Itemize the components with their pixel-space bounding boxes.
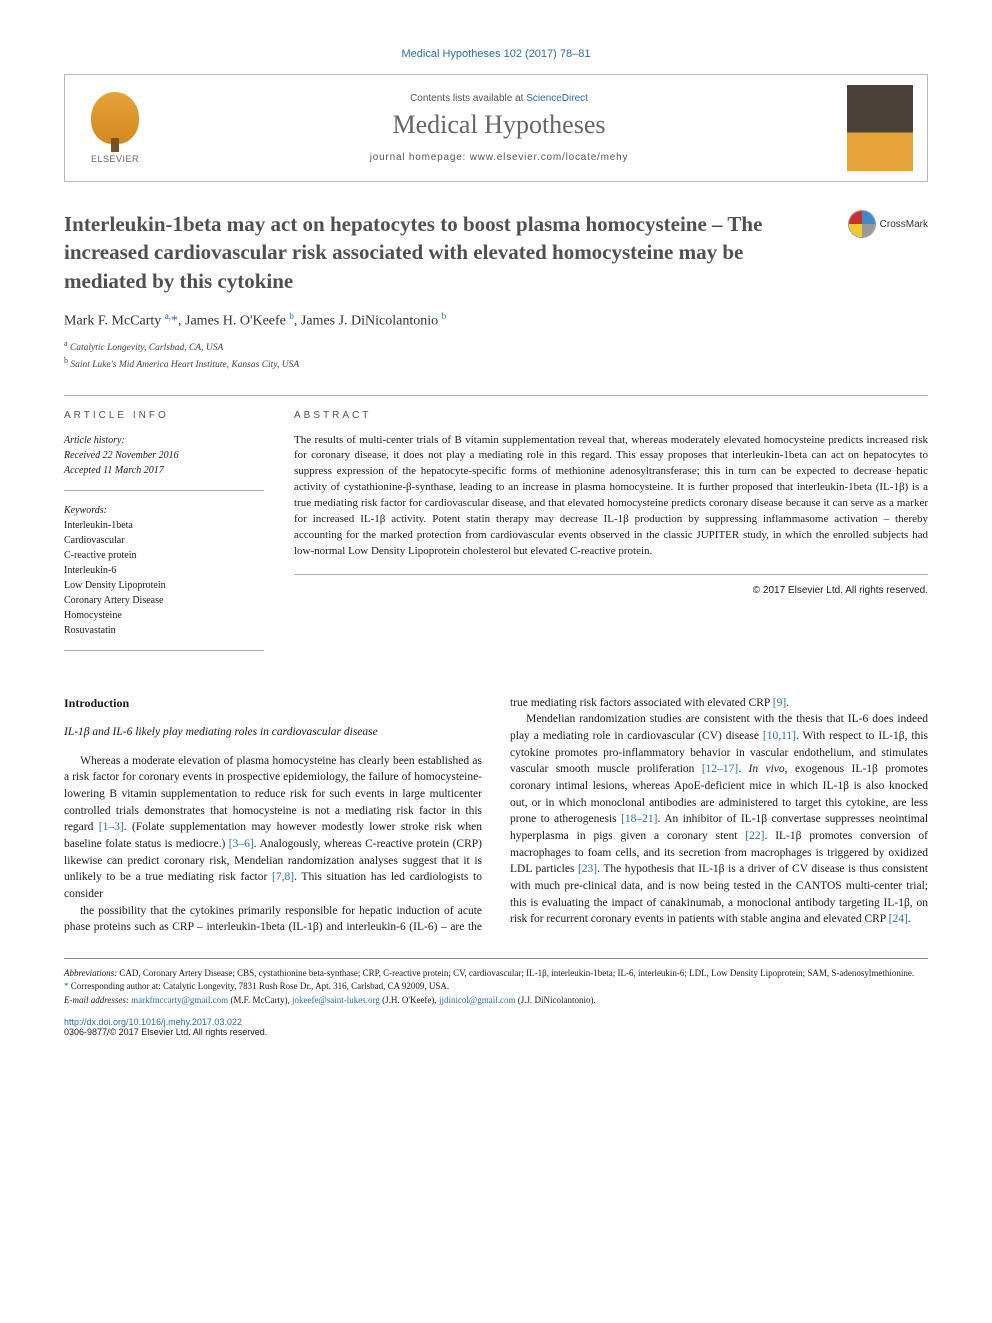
- journal-reference: Medical Hypotheses 102 (2017) 78–81: [64, 48, 928, 60]
- crossmark-badge[interactable]: CrossMark: [848, 210, 928, 238]
- article-title: Interleukin-1beta may act on hepatocytes…: [64, 210, 828, 295]
- doi-block: http://dx.doi.org/10.1016/j.mehy.2017.03…: [64, 1017, 267, 1037]
- contents-available: Contents lists available at ScienceDirec…: [169, 93, 829, 104]
- elsevier-logo[interactable]: ELSEVIER: [79, 88, 151, 168]
- subsection-heading: IL-1β and IL-6 likely play mediating rol…: [64, 724, 482, 741]
- footnotes: Abbreviations: CAD, Coronary Artery Dise…: [64, 958, 928, 1008]
- sciencedirect-link[interactable]: ScienceDirect: [526, 93, 588, 104]
- homepage-url[interactable]: www.elsevier.com/locate/mehy: [470, 152, 629, 163]
- keywords: Keywords: Interleukin-1betaCardiovascula…: [64, 503, 264, 651]
- doi-link[interactable]: http://dx.doi.org/10.1016/j.mehy.2017.03…: [64, 1017, 242, 1027]
- affiliations: a Catalytic Longevity, Carlsbad, CA, USA…: [64, 338, 928, 373]
- copyright-line: © 2017 Elsevier Ltd. All rights reserved…: [294, 585, 928, 596]
- article-body: Introduction IL-1β and IL-6 likely play …: [64, 695, 928, 936]
- crossmark-label: CrossMark: [880, 219, 928, 230]
- abstract-text: The results of multi-center trials of B …: [294, 433, 928, 576]
- crossmark-icon: [848, 210, 876, 238]
- abstract-label: ABSTRACT: [294, 410, 928, 421]
- email-link[interactable]: jjdinicol@gmail.com: [439, 995, 516, 1005]
- email-link[interactable]: jokeefe@saint-lukes.org: [292, 995, 380, 1005]
- author-list: Mark F. McCarty a,*, James H. O'Keefe b,…: [64, 311, 928, 330]
- section-heading-introduction: Introduction: [64, 695, 482, 712]
- publisher-name: ELSEVIER: [91, 154, 139, 164]
- journal-cover-icon: [847, 85, 913, 171]
- article-info-label: ARTICLE INFO: [64, 410, 264, 421]
- journal-homepage: journal homepage: www.elsevier.com/locat…: [169, 152, 829, 163]
- email-link[interactable]: markfmccarty@gmail.com: [131, 995, 228, 1005]
- article-history: Article history: Received 22 November 20…: [64, 433, 264, 491]
- journal-header: ELSEVIER Contents lists available at Sci…: [64, 74, 928, 182]
- journal-name: Medical Hypotheses: [169, 110, 829, 140]
